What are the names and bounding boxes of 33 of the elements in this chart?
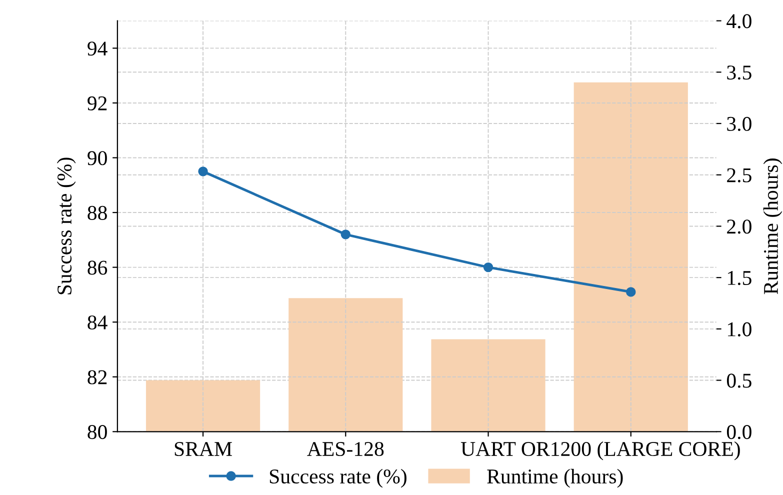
y-axis-title: Success rate (%) (56, 158, 76, 294)
x-tick-label: AES-128 (307, 442, 384, 456)
y2-tick-label: 3.0 (727, 116, 752, 132)
y2-tick-label: 4.0 (726, 14, 752, 28)
point (198, 166, 208, 176)
y-tick-label: 94 (88, 42, 108, 56)
y2-tick-label: 2.5 (727, 168, 752, 182)
legend-label: Success rate (%) (270, 468, 406, 488)
y-tick-label: 80 (88, 425, 107, 440)
point (626, 287, 636, 297)
bar (574, 82, 688, 432)
bar (146, 380, 260, 432)
y2-tick-label: 2.0 (727, 220, 752, 234)
y-tick-label: 88 (88, 206, 107, 220)
y-tick-label: 86 (88, 260, 108, 275)
x-tick-label: OR1200 (LARGE CORE) (522, 441, 740, 460)
point (340, 230, 350, 240)
y-tick-label: 84 (88, 315, 108, 330)
bar (431, 339, 546, 432)
y2-tick-label: 0.5 (726, 374, 752, 388)
y2-tick-label: 0.0 (726, 425, 752, 440)
y-tick-label: 90 (88, 151, 107, 166)
y2-tick-label: 1.5 (728, 271, 752, 286)
x-tick-label: SRAM (174, 442, 232, 456)
x-tick-label: UART (460, 442, 516, 456)
y2-tick-label: 3.5 (727, 66, 752, 80)
legend-label: Runtime (hours) (487, 468, 623, 488)
y2-axis-title: Runtime (hours) (763, 158, 782, 294)
y-tick-label: 82 (88, 370, 107, 384)
bar (288, 298, 403, 432)
point (483, 262, 494, 272)
y2-tick-label: 1.0 (728, 322, 752, 336)
y-tick-label: 92 (88, 96, 107, 110)
